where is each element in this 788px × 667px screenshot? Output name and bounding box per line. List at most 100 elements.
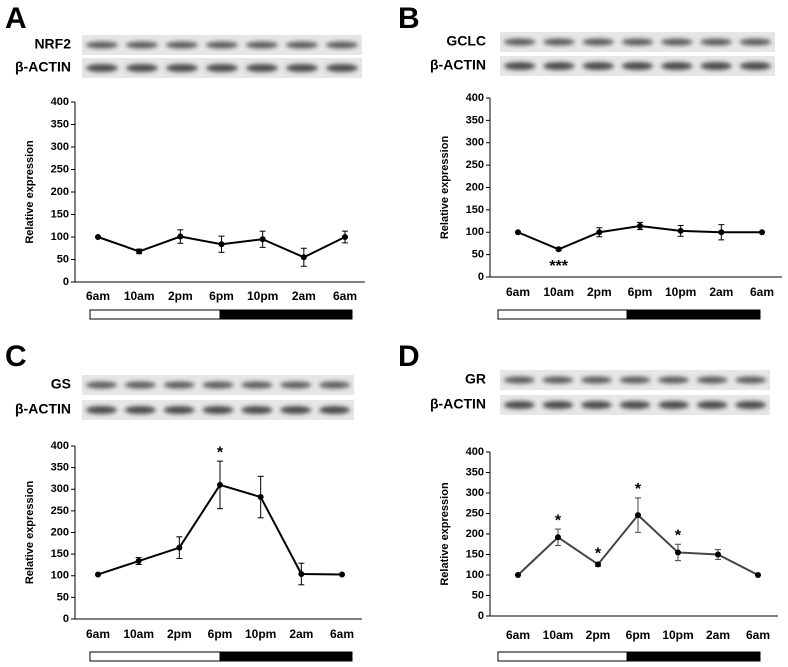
y-tick-label: 100 [466,226,484,238]
y-axis-label: Relative expression [439,136,451,240]
data-point [217,481,223,488]
blot-band [326,64,358,72]
blot-band [86,41,118,49]
blot-band [163,381,195,389]
data-point [177,233,184,240]
x-tick-label: 6am [506,628,530,642]
blot-band [326,41,358,49]
blot-band [166,64,198,72]
x-tick-label: 2am [289,627,313,641]
dark-phase [626,651,761,662]
blot-band [319,406,351,414]
blot-band [542,376,574,384]
y-tick-label: 350 [466,466,484,478]
blot-band [206,41,238,49]
data-point [257,494,264,501]
y-tick-label: 400 [51,440,69,452]
y-tick-label: 200 [466,528,484,540]
panel-letter: C [5,340,27,373]
y-tick-label: 100 [51,231,69,243]
blot-band [658,401,689,409]
y-tick-label: 350 [51,118,69,130]
blot-band [241,381,273,389]
y-tick-label: 50 [57,591,69,603]
x-tick-label: 10pm [662,628,693,642]
blot-band [280,406,312,414]
x-tick-label: 6pm [209,289,234,303]
y-tick-label: 250 [466,507,484,519]
blot-band [543,38,575,46]
data-point [515,229,521,236]
x-tick-label: 2pm [167,627,192,641]
data-point [95,571,101,578]
blot-band [85,406,117,414]
blot-band [696,376,728,384]
y-tick-label: 100 [466,569,484,581]
blot-label: GCLC [446,33,486,49]
y-axis-label: Relative expression [439,482,451,586]
blot-band [739,38,772,46]
blot-band [124,381,156,389]
y-tick-label: 0 [63,276,69,288]
panel-letter: B [398,2,420,35]
y-tick-label: 200 [466,181,484,193]
x-tick-label: 2am [709,285,733,299]
blot-band [206,64,238,72]
significance-label: * [675,527,682,544]
blot-band [658,376,689,384]
data-point [298,571,305,578]
data-point [300,254,307,261]
blot-band [700,62,732,70]
data-point [555,534,561,541]
y-tick-label: 400 [466,446,484,458]
blot-label: GS [51,376,71,392]
significance-label: * [635,481,642,498]
data-point [718,229,725,236]
data-point [259,236,266,243]
blot-band [163,406,195,414]
x-tick-label: 10am [123,627,154,641]
y-tick-label: 50 [472,249,484,261]
y-tick-label: 150 [51,548,69,560]
x-tick-label: 6am [86,627,110,641]
blot-band [582,38,614,46]
blot-band [124,406,156,414]
data-point [675,549,681,556]
significance-label: * [555,512,562,529]
blot-label: β-ACTIN [430,396,486,412]
data-point [595,561,601,568]
data-point [759,229,765,236]
light-phase [89,309,221,320]
blot-band [700,38,732,46]
y-tick-label: 300 [466,137,484,149]
panel-letter: A [5,2,27,35]
data-point [136,248,143,255]
y-tick-label: 250 [466,159,484,171]
blot-label: NRF2 [34,36,71,52]
blot-band [735,401,767,409]
data-point [342,234,348,240]
blot-band [581,401,612,409]
blot-band [696,401,728,409]
blot-band [503,376,535,384]
blot-band [286,41,318,49]
y-tick-label: 100 [51,570,69,582]
x-tick-label: 6am [506,285,530,299]
y-tick-label: 400 [466,92,484,104]
dark-phase [626,309,761,320]
blot-band [280,381,312,389]
data-point [339,571,345,578]
x-tick-label: 6am [330,627,354,641]
x-tick-label: 6am [333,289,357,303]
data-point [135,558,142,565]
blot-label: β-ACTIN [430,57,486,73]
y-tick-label: 0 [63,613,69,625]
data-point [95,234,101,240]
blot-band [503,38,536,46]
x-tick-label: 2am [292,289,316,303]
data-point [715,551,721,558]
data-point [218,241,225,248]
data-point [637,222,643,229]
x-tick-label: 10pm [247,289,278,303]
